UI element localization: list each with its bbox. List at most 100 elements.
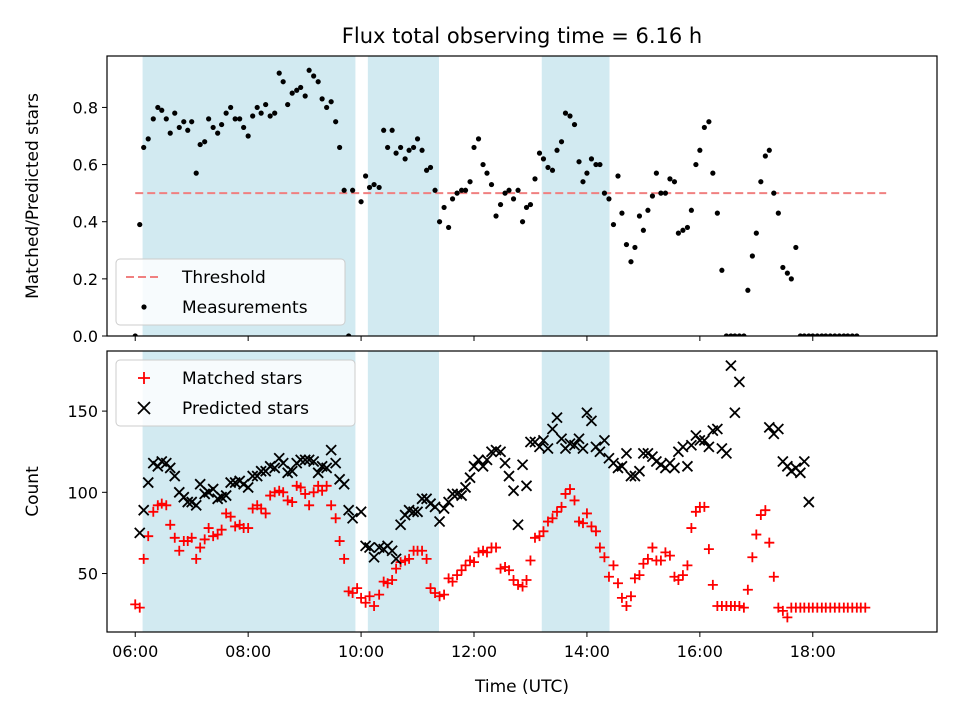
matched-point (156, 498, 167, 509)
predicted-point (685, 439, 698, 451)
matched-point (260, 508, 271, 519)
matched-point (138, 553, 149, 564)
x-tick-label: 06:00 (112, 642, 158, 661)
matched-point (447, 576, 458, 587)
measurement-point (515, 187, 521, 193)
matched-point (165, 519, 176, 530)
matched-point (134, 602, 145, 613)
predicted-point (190, 499, 202, 511)
predicted-point (411, 506, 424, 518)
matched-point (404, 553, 415, 564)
measurement-point (684, 224, 691, 231)
matched-point (521, 575, 532, 586)
matched-point (269, 487, 280, 498)
x-tick-label: 14:00 (564, 642, 610, 661)
measurement-point (636, 213, 643, 219)
matched-point (504, 565, 515, 576)
measurement-point (536, 150, 543, 156)
matched-point (439, 589, 450, 600)
measurement-point (493, 213, 499, 219)
measurement-point (197, 141, 203, 148)
measurement-point (402, 156, 408, 162)
measurement-point (333, 119, 339, 125)
measurement-point (449, 196, 456, 202)
measurement-point (801, 333, 807, 336)
x-tick-label: 18:00 (790, 642, 836, 661)
shaded-interval-2 (541, 351, 610, 632)
measurement-point (632, 244, 638, 251)
measurement-point (823, 333, 829, 336)
predicted-point (494, 446, 507, 458)
predicted-point (516, 459, 529, 471)
matched-point (538, 526, 549, 537)
measurement-point (615, 173, 621, 179)
matched-point (481, 547, 492, 558)
y-tick-label: 50 (78, 565, 98, 584)
predicted-point (312, 467, 324, 479)
measurement-point (506, 187, 512, 193)
measurement-point (484, 170, 490, 176)
predicted-point (798, 455, 810, 468)
matched-point (612, 578, 623, 589)
matched-point (560, 488, 571, 499)
matched-point (594, 542, 605, 553)
predicted-point (507, 485, 520, 497)
measurement-point (806, 333, 812, 336)
predicted-point (343, 504, 355, 516)
predicted-point (711, 423, 723, 435)
matched-point (278, 487, 289, 498)
predicted-point (577, 442, 589, 455)
predicted-point (551, 411, 563, 424)
matched-point (621, 601, 632, 612)
matched-point (625, 591, 636, 602)
matched-point (755, 510, 766, 521)
legend-box (115, 359, 356, 427)
measurement-point (523, 204, 530, 211)
measurement-point (427, 164, 434, 171)
measurement-point (189, 119, 195, 125)
y-tick-label: 0.6 (73, 156, 98, 175)
y-tick-label: 100 (67, 483, 98, 502)
measurement-point (819, 333, 825, 336)
measurement-point (567, 113, 573, 119)
predicted-point (677, 441, 689, 453)
measurement-point (719, 267, 725, 273)
measurement-point (471, 144, 477, 151)
measurement-point (728, 333, 734, 336)
measurement-point (263, 101, 269, 108)
measurement-point (780, 264, 786, 271)
measurement-point (597, 161, 603, 168)
predicted-point (725, 359, 737, 372)
matched-point (638, 558, 649, 569)
matched-point (208, 531, 219, 542)
measurement-point (193, 170, 199, 176)
measurement-point (593, 161, 599, 168)
measurement-point (841, 333, 847, 336)
measurement-point (210, 124, 216, 131)
plot-area (130, 359, 871, 623)
matched-point (768, 571, 779, 582)
predicted-point (698, 434, 711, 446)
matched-point (295, 482, 306, 493)
measurement-point (619, 210, 625, 216)
matched-point (599, 552, 610, 563)
matched-point (421, 553, 432, 564)
predicted-point (429, 501, 441, 513)
predicted-point (763, 421, 775, 433)
predicted-point (729, 407, 741, 419)
measurement-point (863, 0, 868, 3)
measurement-point (181, 119, 187, 125)
measurement-point (276, 70, 282, 76)
measurement-point (350, 187, 356, 193)
measurement-point (867, 0, 872, 3)
measurement-point (306, 67, 312, 73)
measurement-point (250, 113, 256, 119)
predicted-point (585, 415, 598, 427)
measurement-point (758, 179, 764, 185)
matched-point (556, 501, 567, 512)
matched-point (664, 550, 675, 561)
matched-point (525, 555, 536, 566)
x-tick-label: 08:00 (225, 642, 271, 661)
measurement-point (185, 127, 191, 133)
measurement-point (385, 144, 391, 151)
